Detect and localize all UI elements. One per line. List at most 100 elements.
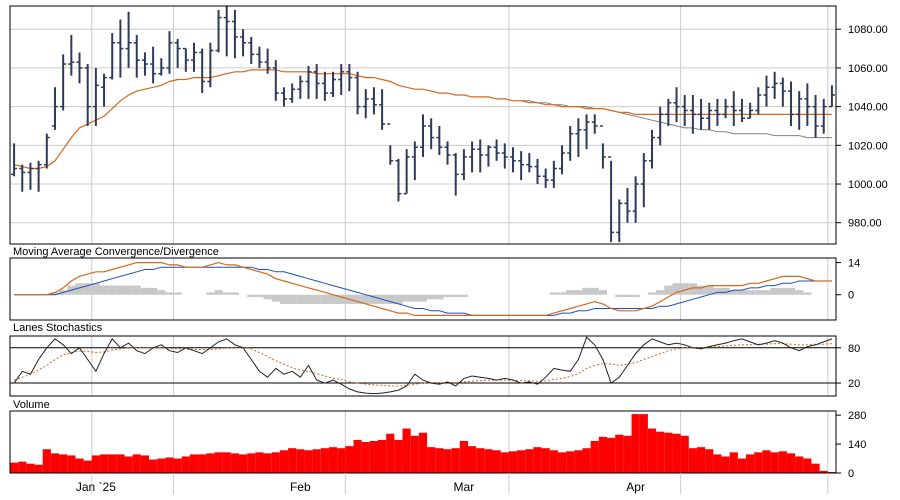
ohlc-bar (346, 64, 353, 92)
volume-bar (427, 447, 436, 473)
macd-histogram-bar (786, 287, 796, 295)
ohlc-bar (534, 158, 541, 185)
ohlc-bar (182, 47, 189, 72)
macd-histogram-bar (778, 287, 787, 295)
volume-bar (271, 452, 280, 473)
volume-bar (99, 454, 109, 473)
ohlc-bar (812, 95, 819, 138)
volume-bar (737, 458, 747, 473)
ohlc-bar (591, 114, 598, 134)
ohlc-bar (174, 38, 181, 68)
volume-bar (803, 458, 812, 473)
volume-bar (369, 440, 379, 473)
price-tick-label: 980.00 (848, 218, 882, 230)
ohlc-bar (509, 147, 516, 173)
ohlc-bar (43, 133, 50, 169)
macd-histogram-bar (631, 294, 640, 298)
macd-histogram-bar (279, 294, 289, 304)
stochastics-tick-label: 80 (848, 343, 860, 355)
volume-bar (729, 452, 738, 473)
macd-histogram-bar (459, 294, 468, 298)
macd-histogram-bar (353, 294, 362, 304)
ohlc-bar (460, 149, 467, 181)
ohlc-bar (150, 46, 157, 84)
macd-histogram-bar (680, 283, 689, 295)
volume-bar (279, 450, 289, 473)
ohlc-bar (526, 153, 533, 173)
ohlc-bar (256, 46, 263, 68)
ohlc-bar (166, 31, 173, 74)
ohlc-bar (109, 33, 116, 80)
macd-histogram-bar (304, 294, 313, 304)
macd-histogram-bar (173, 292, 182, 295)
volume-bar (623, 435, 632, 473)
volume-bar (328, 447, 338, 473)
ohlc-bar (321, 71, 328, 101)
volume-bar (811, 463, 820, 473)
volume-bar (639, 414, 648, 473)
volume-bar (713, 454, 722, 473)
macd-histogram-bar (574, 290, 583, 295)
ohlc-bar (207, 42, 214, 88)
macd-line (14, 261, 832, 316)
ohlc-bar (379, 89, 386, 130)
ohlc-bar (518, 151, 525, 181)
volume-bar (304, 450, 313, 473)
macd-histogram-bar (754, 290, 763, 295)
volume-bar (206, 453, 215, 473)
macd-histogram-bar (410, 294, 419, 302)
ohlc-bar (248, 36, 255, 65)
ohlc-bar (550, 160, 557, 188)
ohlc-bar (632, 176, 639, 223)
volume-bar (222, 452, 231, 473)
macd-histogram-bar (721, 287, 730, 295)
macd-histogram-bar (296, 294, 305, 304)
macd-histogram-bar (255, 294, 264, 298)
macd-histogram-bar (803, 292, 812, 295)
volume-bar (721, 456, 730, 473)
ohlc-bar (117, 19, 124, 78)
macd-histogram-bar (435, 294, 444, 300)
ohlc-bar (559, 145, 566, 175)
ohlc-bar (673, 87, 680, 123)
ohlc-bar (665, 98, 672, 126)
volume-bar (296, 449, 305, 473)
ohlc-bar (223, 6, 230, 57)
volume-bar (508, 451, 518, 473)
ohlc-bar (763, 75, 770, 107)
macd-histogram-bar (50, 292, 60, 295)
price-tick-label: 1020.00 (848, 140, 888, 152)
price-tick-label: 1000.00 (848, 179, 888, 191)
ohlc-bar (387, 123, 394, 165)
macd-histogram-bar (149, 287, 158, 295)
ohlc-bar (747, 102, 754, 119)
ohlc-bar (771, 71, 778, 99)
volume-bar (590, 440, 599, 473)
volume-bar (476, 448, 485, 473)
volume-bar (132, 454, 141, 473)
volume-bar (574, 450, 583, 473)
ohlc-bar (501, 143, 508, 169)
volume-bar (696, 447, 706, 473)
volume-bar (484, 449, 493, 473)
volume-bar (312, 449, 321, 473)
ohlc-bar (231, 9, 238, 59)
x-axis-label: Apr (626, 480, 645, 494)
ohlc-bar (616, 199, 623, 243)
ohlc-bar (820, 98, 827, 134)
ohlc-bar (35, 160, 42, 192)
volume-bar (467, 446, 477, 473)
volume-bar (410, 435, 419, 473)
macd-histogram-bar (582, 287, 591, 295)
macd-histogram-bar (124, 285, 133, 295)
macd-histogram-bar (312, 294, 321, 304)
ohlc-bar (51, 87, 58, 130)
ohlc-bar (452, 153, 459, 196)
macd-histogram-bar (443, 294, 452, 298)
ohlc-bar (469, 141, 476, 173)
macd-histogram-bar (165, 292, 174, 295)
macd-histogram-bar (656, 290, 665, 295)
ohlc-bar (648, 129, 655, 169)
macd-histogram-bar (75, 283, 84, 295)
